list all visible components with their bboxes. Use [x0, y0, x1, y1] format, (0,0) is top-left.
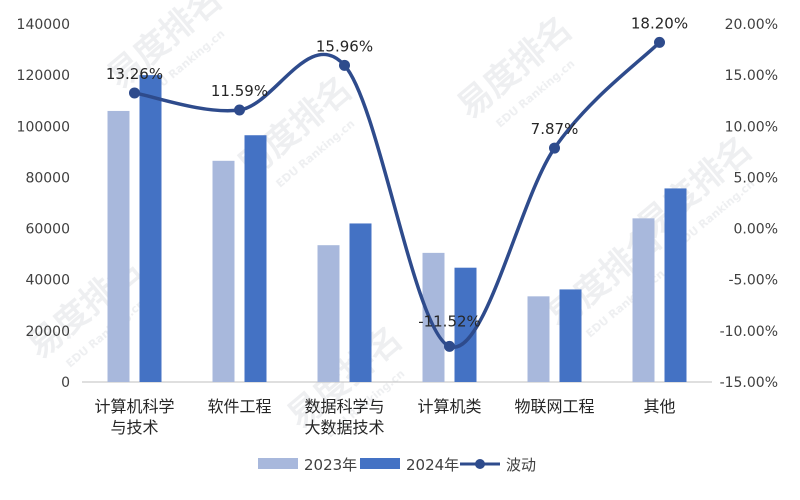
bar-2023: [422, 252, 445, 382]
x-category-label: 物联网工程: [514, 397, 594, 416]
legend-swatch-marker: [475, 459, 485, 469]
fluctuation-point: [339, 59, 350, 71]
y-left-tick-label: 40000: [25, 273, 70, 289]
fluctuation-data-label: 13.26%: [106, 65, 163, 83]
x-category-label: 大数据技术: [304, 418, 384, 437]
fluctuation-data-label: 11.59%: [211, 82, 268, 100]
bar-2023: [527, 296, 550, 382]
y-left-tick-label: 120000: [17, 68, 70, 84]
fluctuation-data-label: 18.20%: [631, 14, 688, 32]
legend-swatch: [360, 458, 400, 469]
bar-2024: [454, 267, 477, 382]
bar-2024: [559, 289, 582, 382]
y-right-tick-label: -5.00%: [728, 273, 778, 289]
fluctuation-data-label: 7.87%: [531, 120, 579, 138]
legend-label: 2024年: [406, 456, 459, 474]
x-category-label: 计算机科学: [94, 397, 174, 416]
y-left-tick-label: 140000: [17, 17, 70, 33]
bar-2024: [244, 135, 267, 382]
y-right-tick-label: 15.00%: [725, 68, 778, 84]
bar-2024: [349, 223, 372, 382]
fluctuation-data-label: 15.96%: [316, 37, 373, 55]
fluctuation-point: [129, 87, 140, 99]
x-category-label: 与技术: [110, 418, 158, 437]
x-category-label: 数据科学与: [304, 397, 384, 416]
legend-swatch: [258, 458, 298, 469]
x-category-label: 计算机类: [417, 397, 481, 416]
legend-label: 2023年: [304, 456, 357, 474]
fluctuation-point: [234, 104, 245, 116]
bar-2023: [317, 245, 340, 382]
y-right-tick-label: 20.00%: [725, 17, 778, 33]
bar-2024: [664, 188, 687, 382]
legend: 2023年 2024年 波动: [258, 456, 536, 474]
y-left-tick-label: 20000: [25, 324, 70, 340]
bar-2024: [139, 75, 162, 383]
fluctuation-point: [549, 142, 560, 154]
bar-2023: [107, 110, 130, 382]
y-left-tick-label: 0: [61, 375, 70, 391]
y-right-tick-label: 5.00%: [734, 170, 778, 186]
bar-2023: [212, 160, 235, 382]
bars-layer: [107, 75, 687, 383]
legend-label: 波动: [506, 456, 536, 474]
fluctuation-data-label: -11.52%: [418, 312, 481, 330]
y-left-tick-label: 60000: [25, 222, 70, 238]
bar-2023: [632, 218, 655, 382]
axes-layer: 0 20000 40000 60000 80000 100000 120000 140000 -…: [17, 17, 778, 437]
y-right-tick-label: -15.00%: [720, 375, 778, 391]
x-category-label: 软件工程: [207, 397, 271, 416]
y-right-tick-label: -10.00%: [720, 324, 778, 340]
fluctuation-point: [444, 340, 455, 352]
x-category-label: 其他: [643, 397, 675, 416]
y-left-tick-label: 80000: [25, 170, 70, 186]
line-layer: 13.26% 11.59% 15.96% -11.52% 7.87% 18.20%: [106, 14, 688, 352]
fluctuation-point: [654, 36, 665, 48]
y-right-tick-label: 10.00%: [725, 119, 778, 135]
y-left-tick-label: 100000: [17, 119, 70, 135]
y-right-tick-label: 0.00%: [734, 222, 778, 238]
